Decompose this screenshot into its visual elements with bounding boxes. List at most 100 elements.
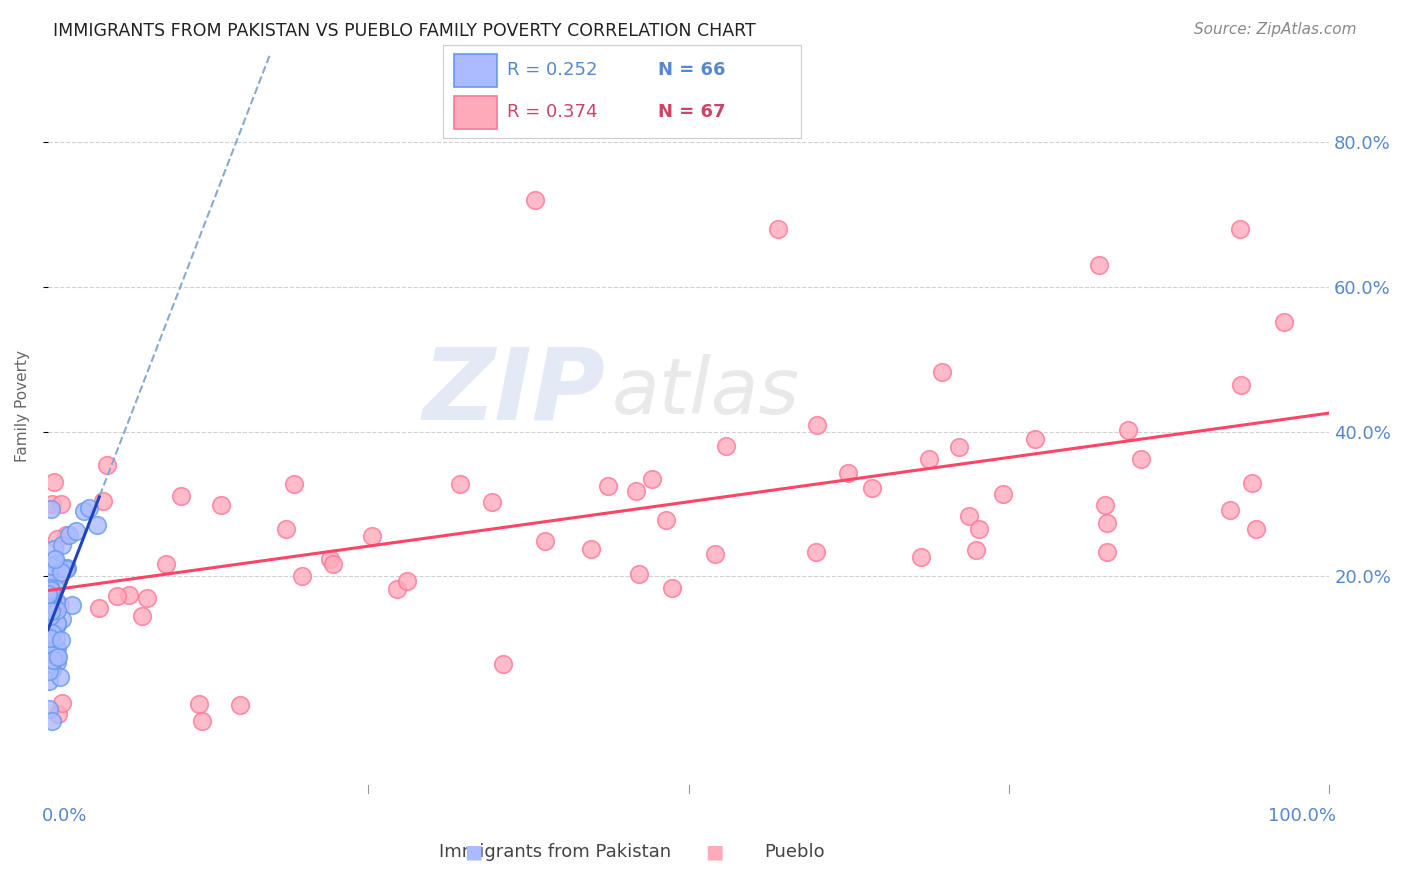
Point — [45, 640, 67, 655]
Point — [806, 545, 828, 559]
Point — [46, 649, 69, 664]
Point — [58, 527, 80, 541]
Point — [39, 631, 62, 645]
Point — [41, 633, 63, 648]
Text: 0.0%: 0.0% — [42, 806, 87, 824]
Point — [860, 481, 883, 495]
Point — [579, 541, 602, 556]
Point — [1024, 433, 1046, 447]
Point — [51, 696, 73, 710]
Point — [49, 567, 72, 582]
Point — [523, 193, 546, 207]
Point — [38, 590, 60, 604]
Point — [41, 663, 63, 677]
Point — [44, 551, 66, 566]
Point — [628, 567, 651, 582]
Point — [38, 608, 60, 623]
Point — [655, 513, 678, 527]
Point — [1087, 258, 1109, 272]
Point — [51, 560, 73, 574]
Point — [39, 604, 62, 618]
Point — [45, 594, 67, 608]
Point — [73, 504, 96, 518]
Point — [37, 598, 59, 612]
Point — [1095, 516, 1118, 530]
Point — [42, 541, 65, 556]
Text: ■: ■ — [464, 842, 484, 862]
Text: R = 0.374: R = 0.374 — [508, 103, 598, 121]
Point — [598, 479, 620, 493]
Point — [283, 477, 305, 491]
Point — [38, 581, 60, 595]
Point — [211, 499, 233, 513]
Point — [1229, 222, 1251, 236]
Point — [41, 592, 63, 607]
Point — [42, 652, 65, 666]
Point — [38, 623, 60, 637]
Point — [45, 618, 67, 632]
Point — [38, 601, 60, 615]
Point — [41, 558, 63, 573]
Point — [37, 658, 59, 673]
Point — [918, 451, 941, 466]
Point — [77, 500, 100, 515]
Point — [38, 634, 60, 648]
Text: ZIP: ZIP — [422, 343, 606, 441]
Text: N = 67: N = 67 — [658, 103, 725, 121]
Point — [837, 466, 859, 480]
Point — [948, 441, 970, 455]
Point — [322, 558, 344, 572]
Point — [118, 588, 141, 602]
Point — [37, 568, 59, 582]
Point — [46, 603, 69, 617]
Point — [55, 528, 77, 542]
Point — [806, 418, 828, 433]
Point — [318, 551, 340, 566]
Point — [46, 655, 69, 669]
Point — [1272, 315, 1295, 329]
Point — [274, 522, 297, 536]
Bar — [454, 96, 496, 129]
Point — [46, 615, 69, 630]
Point — [49, 633, 72, 648]
Point — [42, 624, 65, 639]
Point — [967, 522, 990, 536]
Point — [1130, 451, 1153, 466]
Point — [534, 533, 557, 548]
Point — [45, 631, 67, 645]
Point — [37, 594, 59, 608]
Point — [38, 673, 60, 688]
Point — [387, 582, 409, 597]
Point — [41, 660, 63, 674]
Point — [1230, 378, 1253, 392]
Point — [135, 591, 157, 606]
Point — [60, 598, 83, 612]
Point — [1244, 522, 1267, 536]
Point — [41, 607, 63, 621]
Point — [188, 697, 211, 711]
Point — [41, 497, 63, 511]
Point — [41, 714, 63, 729]
Point — [641, 471, 664, 485]
Point — [170, 489, 193, 503]
Point — [131, 609, 153, 624]
Point — [37, 624, 59, 639]
Point — [965, 542, 987, 557]
Point — [38, 702, 60, 716]
Point — [38, 664, 60, 678]
Point — [96, 458, 118, 472]
Point — [396, 574, 419, 588]
Point — [39, 502, 62, 516]
Point — [361, 529, 384, 543]
Point — [39, 608, 62, 623]
Point — [44, 475, 66, 490]
Point — [38, 643, 60, 657]
Point — [105, 589, 128, 603]
Point — [910, 550, 932, 565]
Text: IMMIGRANTS FROM PAKISTAN VS PUEBLO FAMILY POVERTY CORRELATION CHART: IMMIGRANTS FROM PAKISTAN VS PUEBLO FAMIL… — [53, 22, 756, 40]
Point — [39, 583, 62, 598]
Point — [481, 495, 503, 509]
Point — [450, 476, 472, 491]
Point — [55, 562, 77, 576]
Point — [491, 657, 513, 671]
